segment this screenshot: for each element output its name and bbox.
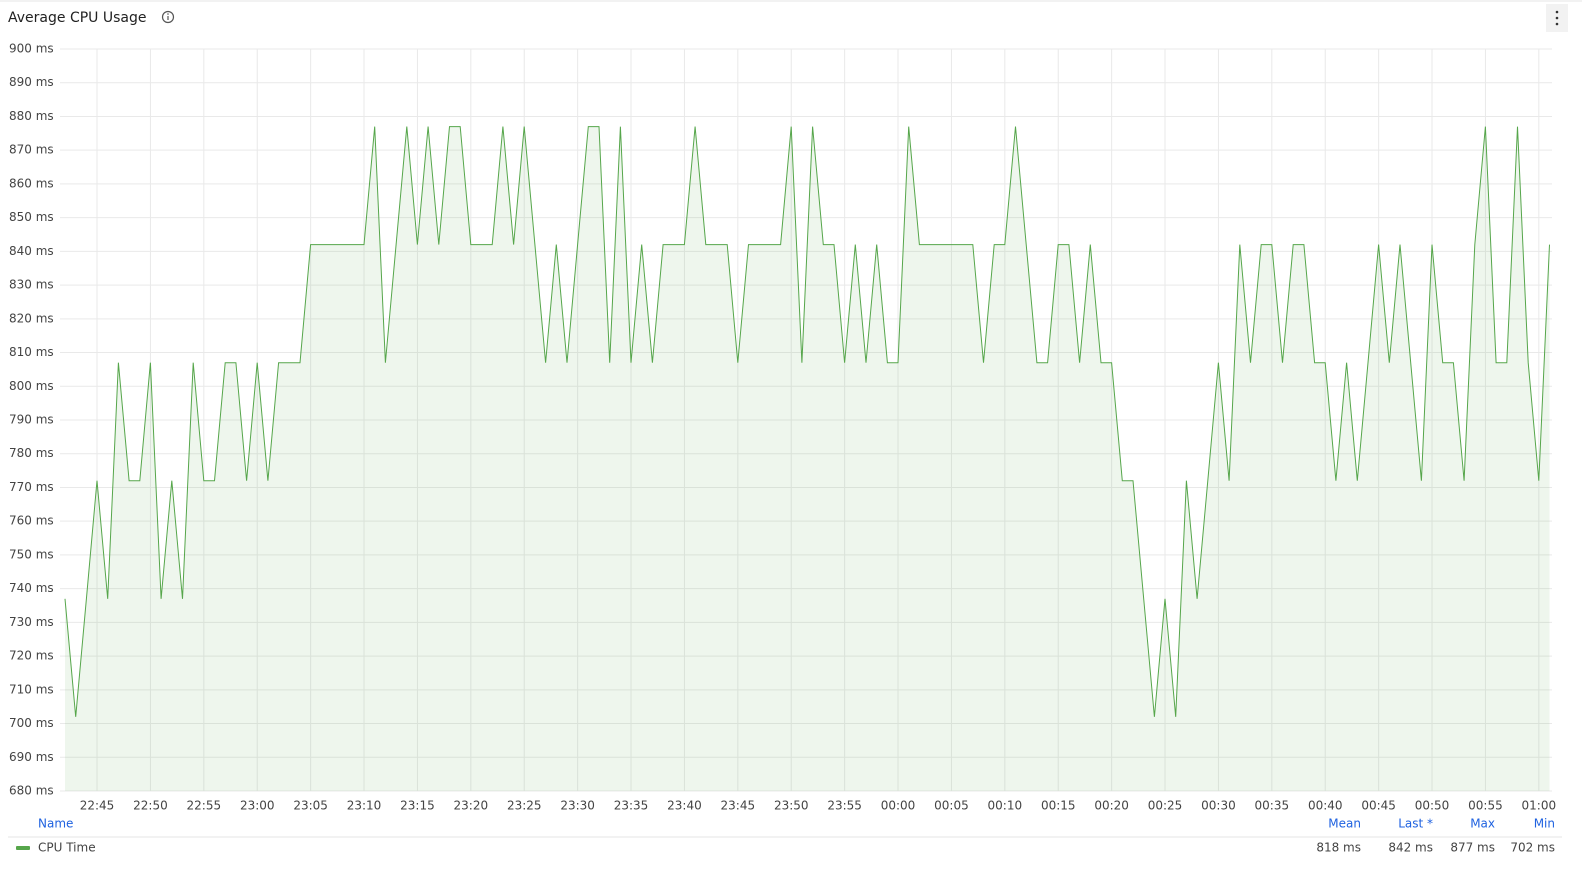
x-tick-label: 00:50 bbox=[1415, 799, 1450, 813]
x-tick-label: 23:20 bbox=[454, 799, 489, 813]
x-tick-label: 23:10 bbox=[347, 799, 382, 813]
info-icon[interactable] bbox=[161, 10, 175, 24]
x-tick-label: 23:50 bbox=[774, 799, 809, 813]
y-tick-label: 750 ms bbox=[9, 547, 54, 561]
x-tick-label: 01:00 bbox=[1522, 799, 1557, 813]
legend-value: 818 ms bbox=[1316, 841, 1361, 855]
x-tick-label: 00:40 bbox=[1308, 799, 1343, 813]
legend-value: 842 ms bbox=[1388, 841, 1433, 855]
x-tick-label: 00:10 bbox=[988, 799, 1023, 813]
x-tick-label: 23:40 bbox=[667, 799, 702, 813]
legend-value: 877 ms bbox=[1450, 841, 1495, 855]
y-tick-label: 740 ms bbox=[9, 581, 54, 595]
y-tick-label: 720 ms bbox=[9, 649, 54, 663]
x-tick-label: 00:00 bbox=[881, 799, 916, 813]
area bbox=[65, 126, 1550, 792]
x-tick-label: 00:45 bbox=[1361, 799, 1396, 813]
y-tick-label: 780 ms bbox=[9, 446, 54, 460]
y-tick-label: 870 ms bbox=[9, 143, 54, 157]
y-tick-label: 730 ms bbox=[9, 615, 54, 629]
y-tick-label: 790 ms bbox=[9, 413, 54, 427]
y-tick-label: 760 ms bbox=[9, 514, 54, 528]
y-tick-label: 840 ms bbox=[9, 244, 54, 258]
x-tick-label: 00:25 bbox=[1148, 799, 1183, 813]
x-tick-label: 00:30 bbox=[1201, 799, 1236, 813]
x-tick-label: 23:00 bbox=[240, 799, 275, 813]
y-tick-label: 860 ms bbox=[9, 176, 54, 190]
x-tick-label: 23:55 bbox=[827, 799, 862, 813]
legend-swatch bbox=[16, 846, 30, 850]
x-tick-label: 22:50 bbox=[133, 799, 168, 813]
legend-header: Max bbox=[1470, 817, 1495, 831]
x-tick-label: 00:20 bbox=[1094, 799, 1129, 813]
x-tick-label: 22:55 bbox=[187, 799, 222, 813]
y-tick-label: 710 ms bbox=[9, 682, 54, 696]
x-tick-label: 23:35 bbox=[614, 799, 649, 813]
x-tick-label: 23:30 bbox=[560, 799, 595, 813]
y-tick-label: 890 ms bbox=[9, 75, 54, 89]
y-tick-label: 770 ms bbox=[9, 480, 54, 494]
legend-value: 702 ms bbox=[1510, 841, 1555, 855]
y-tick-label: 830 ms bbox=[9, 278, 54, 292]
x-tick-label: 00:35 bbox=[1255, 799, 1290, 813]
legend-name: CPU Time bbox=[38, 841, 96, 855]
y-tick-label: 800 ms bbox=[9, 379, 54, 393]
y-tick-label: 680 ms bbox=[9, 784, 54, 798]
menu-button[interactable] bbox=[1546, 4, 1568, 32]
y-tick-label: 850 ms bbox=[9, 210, 54, 224]
y-tick-label: 810 ms bbox=[9, 345, 54, 359]
y-tick-label: 880 ms bbox=[9, 109, 54, 123]
y-tick-label: 700 ms bbox=[9, 716, 54, 730]
x-tick-label: 22:45 bbox=[80, 799, 115, 813]
legend-header: Last * bbox=[1398, 817, 1433, 831]
y-tick-label: 690 ms bbox=[9, 750, 54, 764]
x-tick-label: 23:15 bbox=[400, 799, 435, 813]
x-tick-label: 23:45 bbox=[721, 799, 756, 813]
x-tick-label: 23:25 bbox=[507, 799, 542, 813]
x-tick-label: 00:15 bbox=[1041, 799, 1076, 813]
legend-header: Name bbox=[38, 817, 73, 831]
x-tick-label: 23:05 bbox=[293, 799, 328, 813]
chart-title: Average CPU Usage bbox=[8, 10, 146, 26]
y-tick-label: 900 ms bbox=[9, 42, 54, 56]
y-tick-label: 820 ms bbox=[9, 311, 54, 325]
x-tick-label: 00:05 bbox=[934, 799, 969, 813]
line bbox=[64, 126, 1550, 717]
legend-header: Mean bbox=[1328, 817, 1361, 831]
legend-header: Min bbox=[1534, 817, 1555, 831]
x-tick-label: 00:55 bbox=[1468, 799, 1503, 813]
